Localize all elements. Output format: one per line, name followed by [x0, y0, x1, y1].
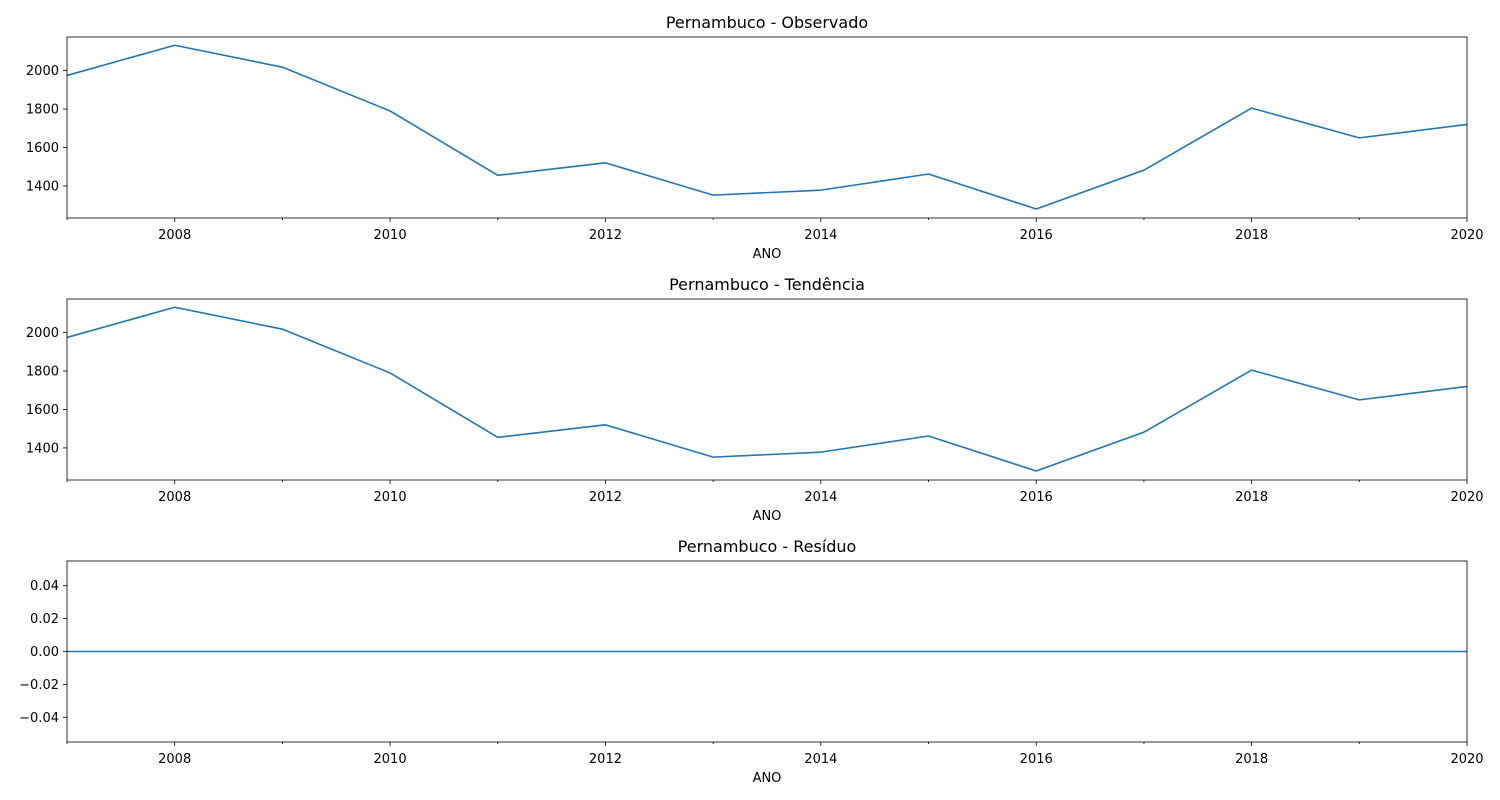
y-tick-label: 2000: [26, 326, 59, 341]
x-tick-label: 2008: [158, 228, 191, 243]
y-tick-label: −0.02: [19, 678, 59, 693]
x-axis-label: ANO: [753, 247, 782, 262]
x-tick-label: 2018: [1235, 490, 1268, 505]
y-tick-label: 1400: [26, 179, 59, 194]
y-tick-label: 1400: [26, 441, 59, 456]
subplot-1: Pernambuco - Observado 2008 2010 2012 2014 20…: [26, 13, 1484, 262]
x-tick-label: 2010: [374, 490, 407, 505]
x-axis-label: ANO: [753, 509, 782, 524]
x-tick-label: 2010: [374, 752, 407, 767]
x-tick-label: 2014: [804, 752, 837, 767]
x-tick-label: 2016: [1020, 490, 1053, 505]
y-tick-label: 1800: [26, 365, 59, 380]
x-tick-label: 2020: [1450, 490, 1483, 505]
x-tick-label: 2010: [374, 228, 407, 243]
x-tick-label: 2018: [1235, 752, 1268, 767]
y-tick-label: 0.00: [30, 645, 59, 660]
x-tick-label: 2016: [1020, 752, 1053, 767]
x-tick-label: 2014: [804, 228, 837, 243]
plot-frame: [66, 36, 1468, 219]
x-tick-label: 2020: [1450, 752, 1483, 767]
x-tick-label: 2008: [158, 490, 191, 505]
y-tick-label: 1800: [26, 103, 59, 118]
x-tick-label: 2016: [1020, 228, 1053, 243]
y-tick-label: 1600: [26, 141, 59, 156]
chart-title: Pernambuco - Resíduo: [678, 537, 857, 556]
series-line: [66, 44, 1468, 210]
x-tick-label: 2012: [589, 752, 622, 767]
x-axis-label: ANO: [753, 771, 782, 786]
y-tick-label: 0.02: [30, 612, 59, 627]
plot-frame: [66, 560, 1468, 743]
x-tick-label: 2008: [158, 752, 191, 767]
subplot-2: Pernambuco - Tendência 2008 2010 2012 2014 20…: [26, 275, 1484, 524]
y-tick-label: 0.04: [30, 579, 59, 594]
chart-title: Pernambuco - Observado: [666, 13, 868, 32]
x-tick-label: 2012: [589, 490, 622, 505]
y-tick-label: 2000: [26, 64, 59, 79]
subplot-3: Pernambuco - Resíduo 2008 2010 2012 2014 2016…: [19, 537, 1483, 786]
x-tick-label: 2018: [1235, 228, 1268, 243]
chart-title: Pernambuco - Tendência: [669, 275, 865, 294]
x-tick-label: 2014: [804, 490, 837, 505]
series-line: [66, 306, 1468, 472]
y-tick-label: −0.04: [19, 711, 59, 726]
plot-frame: [66, 298, 1468, 481]
x-tick-label: 2012: [589, 228, 622, 243]
x-tick-label: 2020: [1450, 228, 1483, 243]
y-tick-label: 1600: [26, 403, 59, 418]
